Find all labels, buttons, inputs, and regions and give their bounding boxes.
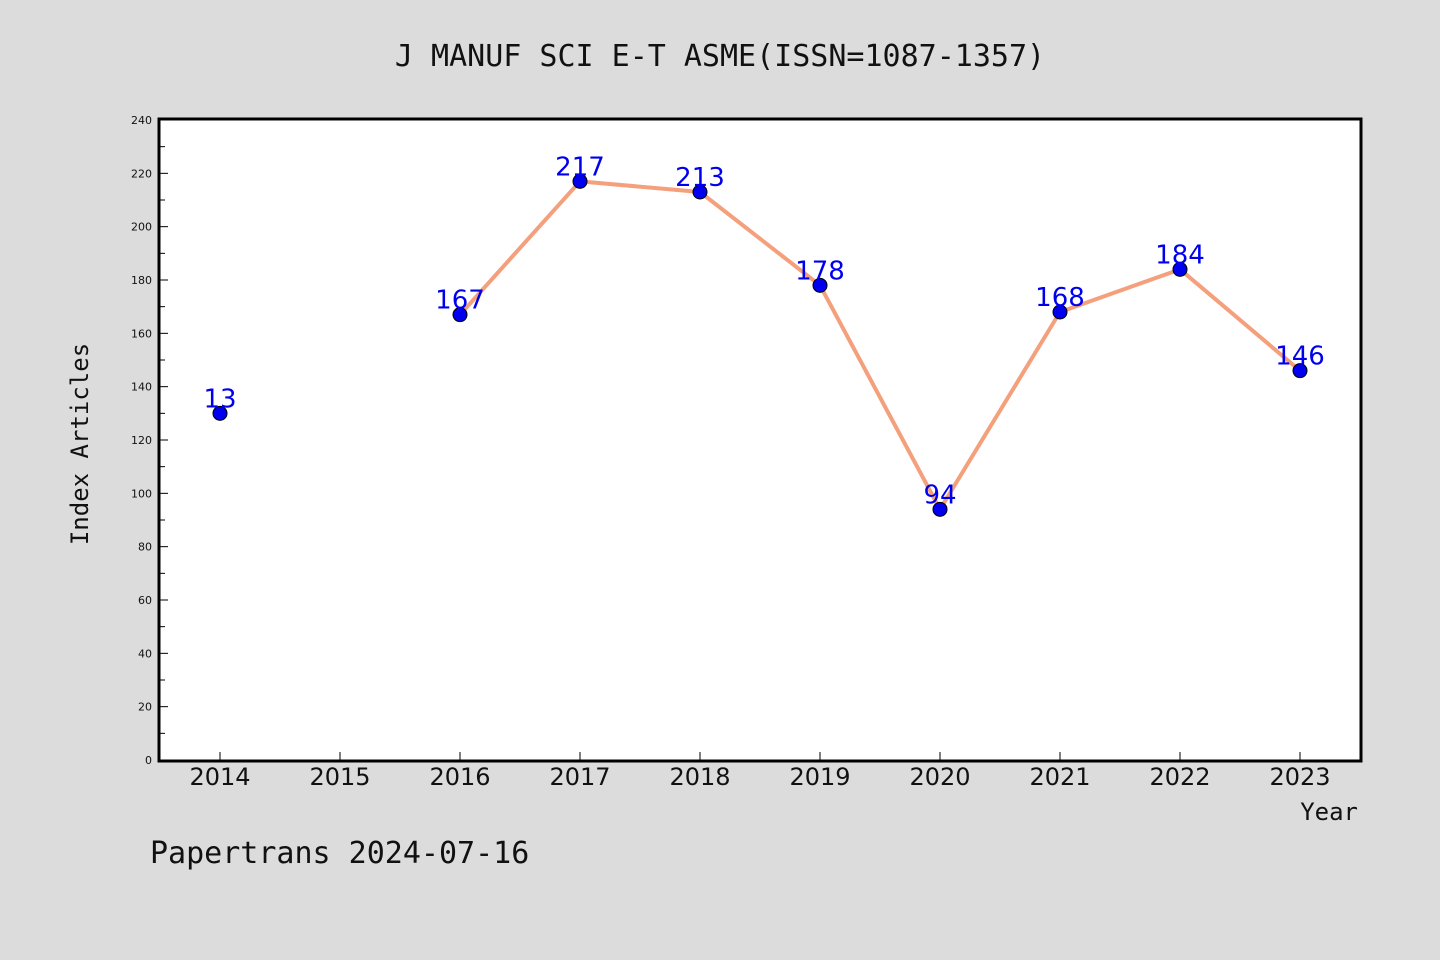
y-tick-label: 20 — [138, 701, 152, 714]
y-tick-label: 0 — [145, 754, 152, 767]
series-line-segment — [458, 179, 1302, 512]
footer-text: Papertrans 2024-07-16 — [150, 836, 529, 871]
series-point-group — [212, 173, 1308, 517]
x-tick-label: 2020 — [909, 763, 970, 791]
x-tick-label: 2016 — [429, 763, 490, 791]
y-tick-label: 100 — [131, 487, 152, 500]
data-label-2016: 167 — [435, 286, 485, 316]
x-axis-title: Year — [1300, 798, 1358, 826]
y-tick-label: 40 — [138, 647, 152, 660]
data-label-2022: 184 — [1155, 240, 1205, 270]
chart-title: J MANUF SCI E-T ASME(ISSN=1087-1357) — [395, 39, 1045, 74]
y-axis-title: Index Articles — [66, 343, 94, 545]
data-label-2023: 146 — [1275, 342, 1325, 372]
data-label-2018: 213 — [675, 163, 725, 193]
data-point-2022 — [1172, 261, 1188, 277]
y-tick-label: 160 — [131, 327, 152, 340]
data-point-2018 — [692, 184, 708, 200]
x-tick-label: 2019 — [789, 763, 850, 791]
data-point-2023 — [1292, 363, 1308, 379]
series-line-group — [458, 179, 1302, 512]
x-axis-ticks: 2014 2015 2016 2017 2018 2019 2020 2021 2022 2023 — [189, 752, 1331, 791]
data-label-2014: 13 — [203, 384, 236, 414]
x-tick-label: 2022 — [1149, 763, 1210, 791]
data-label-2020: 94 — [923, 480, 956, 510]
y-tick-label: 200 — [131, 221, 152, 234]
y-tick-label: 240 — [131, 114, 152, 127]
y-tick-label: 60 — [138, 594, 152, 607]
data-label-2021: 168 — [1035, 283, 1085, 313]
data-point-2020 — [932, 501, 948, 517]
data-label-2019: 178 — [795, 256, 845, 286]
data-label-2017: 217 — [555, 152, 605, 182]
x-tick-label: 2015 — [309, 763, 370, 791]
x-tick-label: 2018 — [669, 763, 730, 791]
data-point-2019 — [812, 277, 828, 293]
x-tick-label: 2017 — [549, 763, 610, 791]
data-point-2014 — [212, 405, 228, 421]
y-tick-label: 140 — [131, 381, 152, 394]
x-tick-label: 2021 — [1029, 763, 1090, 791]
y-tick-label: 80 — [138, 541, 152, 554]
y-tick-label: 120 — [131, 434, 152, 447]
data-point-2017 — [572, 173, 588, 189]
data-label-group: 13 167 217 213 178 94 168 184 146 — [203, 152, 1324, 510]
data-point-2021 — [1052, 304, 1068, 320]
y-tick-label: 220 — [131, 167, 152, 180]
y-tick-label: 180 — [131, 274, 152, 287]
data-point-2016 — [452, 307, 468, 323]
y-axis-ticks: 0 20 40 60 80 100 120 140 160 180 200 220 240 — [131, 114, 168, 767]
x-tick-label: 2014 — [189, 763, 250, 791]
plot-area — [157, 117, 1363, 763]
x-tick-label: 2023 — [1269, 763, 1330, 791]
